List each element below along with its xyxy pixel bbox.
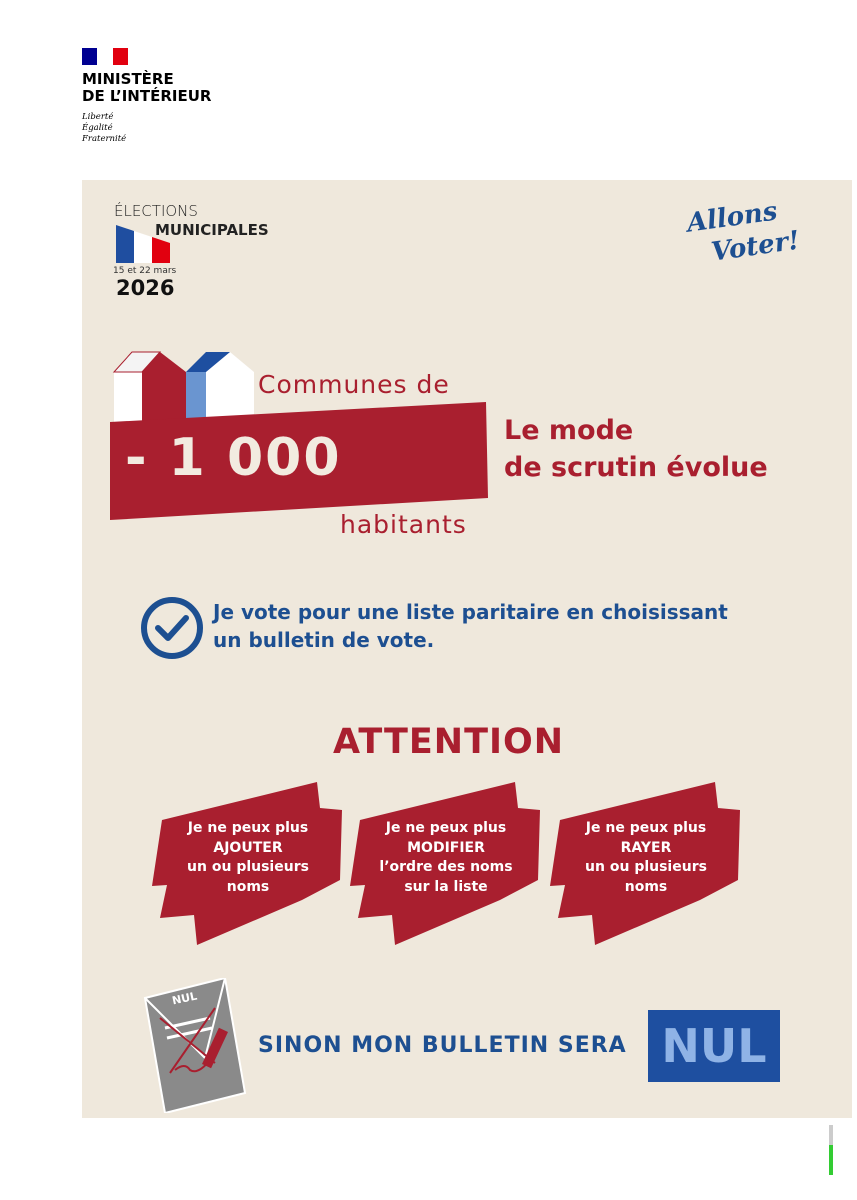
houses-icon <box>112 351 254 422</box>
warning-ribbon-ajouter: Je ne peux plus AJOUTER un ou plusieurs nom… <box>152 780 344 945</box>
vote-rule: Je vote pour une liste paritaire en choi… <box>213 598 728 654</box>
warning-ribbon-rayer: Je ne peux plus RAYER un ou plusieurs noms <box>550 780 742 945</box>
french-flag-icon <box>116 225 170 263</box>
warning-ribbon-modifier: Je ne peux plus MODIFIER l’ordre des noms s… <box>350 780 542 945</box>
vote-rule-line1: Je vote pour une liste paritaire en choi… <box>213 600 728 624</box>
warning-line: sur la liste <box>404 878 488 895</box>
mode-line2: de scrutin évolue <box>504 452 768 483</box>
motto-egalite: Égalité <box>82 123 113 133</box>
sinon-text: SINON MON BULLETIN SERA <box>258 1033 627 1058</box>
population-threshold: - 1 000 <box>125 428 342 488</box>
mode-scrutin-title: Le mode de scrutin évolue <box>504 412 768 486</box>
warning-line: Je ne peux plus <box>187 820 309 836</box>
number-banner <box>110 402 488 520</box>
elections-label: ÉLECTIONS <box>114 202 198 220</box>
warning-verb: MODIFIER <box>407 839 485 856</box>
allons-voter-logo: Allons Voter! <box>685 193 805 288</box>
municipales-label: MUNICIPALES <box>155 221 269 239</box>
warning-line: Je ne peux plus <box>385 820 507 836</box>
motto-liberte: Liberté <box>82 112 114 122</box>
republic-flag-logo <box>82 48 128 65</box>
mode-line1: Le mode <box>504 415 634 446</box>
warning-line: noms <box>226 878 270 895</box>
communes-label: Communes de <box>258 370 450 399</box>
ministry-line2: DE L’INTÉRIEUR <box>82 87 212 105</box>
attention-heading: ATTENTION <box>332 722 565 762</box>
poster-panel <box>82 180 852 1118</box>
warning-line: l’ordre des noms <box>379 859 513 875</box>
vote-rule-line2: un bulletin de vote. <box>213 628 435 652</box>
print-mark <box>829 1125 833 1175</box>
void-ballot-icon: NUL <box>140 978 250 1113</box>
warning-line: un ou plusieurs <box>187 859 309 875</box>
warning-line: Je ne peux plus <box>585 820 707 836</box>
warning-verb: RAYER <box>620 839 672 856</box>
election-year: 2026 <box>116 276 175 300</box>
ministry-name: MINISTÈRE DE L’INTÉRIEUR <box>82 71 211 105</box>
habitants-label: habitants <box>340 510 467 539</box>
election-dates: 15 et 22 mars <box>113 266 177 276</box>
motto: Liberté Égalité Fraternité <box>82 112 126 145</box>
warning-line: un ou plusieurs <box>585 859 707 875</box>
nul-badge: NUL <box>648 1010 780 1082</box>
check-circle-icon <box>141 597 203 659</box>
motto-fraternite: Fraternité <box>82 134 127 144</box>
ministry-line1: MINISTÈRE <box>82 70 174 88</box>
warning-line: noms <box>624 878 668 895</box>
warning-verb: AJOUTER <box>213 839 283 856</box>
